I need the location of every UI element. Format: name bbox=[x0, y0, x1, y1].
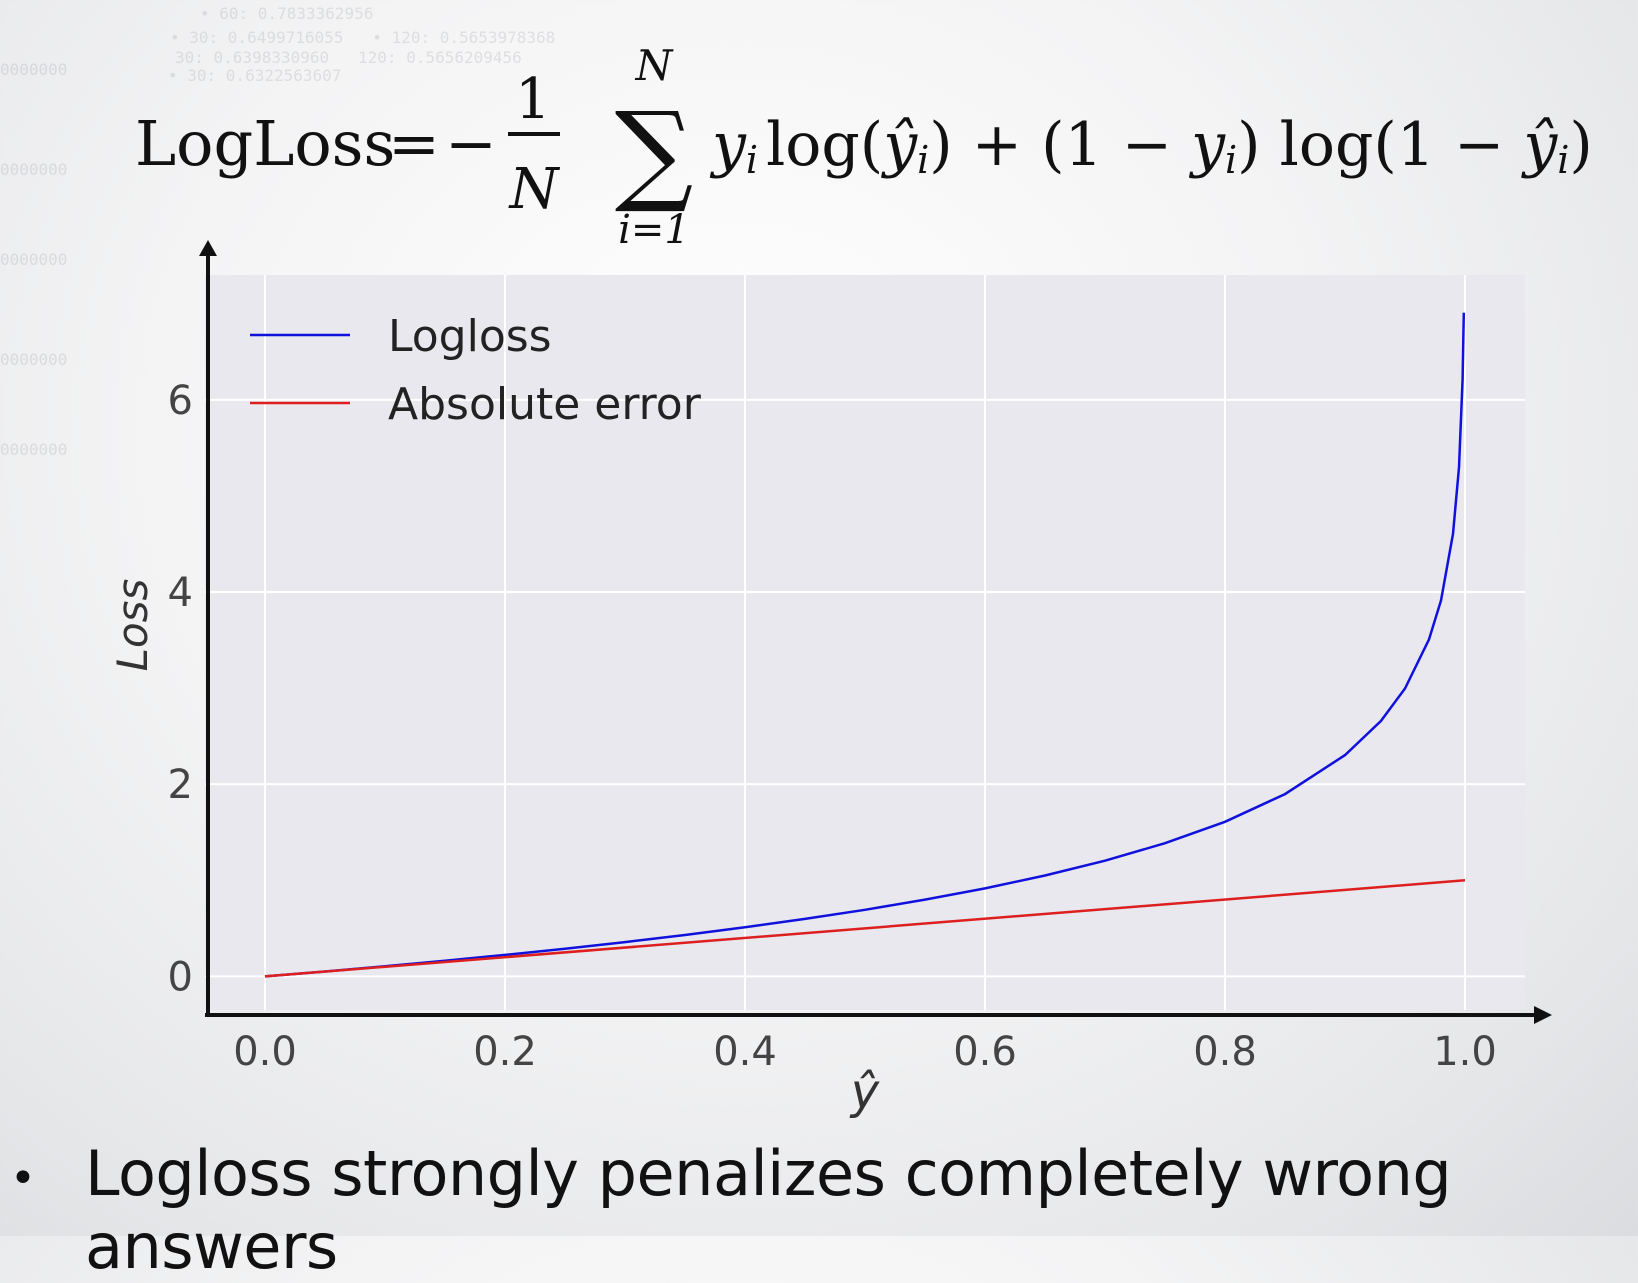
y-tick-label: 2 bbox=[168, 762, 193, 808]
formula-equals: = bbox=[388, 107, 440, 180]
formula-denominator: N bbox=[508, 157, 561, 222]
sum-lower: i=1 bbox=[618, 207, 690, 250]
y-tick-label: 6 bbox=[168, 378, 193, 424]
x-tick-label: 1.0 bbox=[1433, 1029, 1497, 1075]
legend-label-0: Logloss bbox=[388, 311, 552, 362]
x-axis-label: ŷ bbox=[849, 1064, 880, 1120]
x-tick-label: 0.8 bbox=[1193, 1029, 1257, 1075]
x-tick-label: 0.0 bbox=[233, 1029, 297, 1075]
x-tick-label: 0.6 bbox=[953, 1029, 1017, 1075]
x-tick-label: 0.4 bbox=[713, 1029, 777, 1075]
y-tick-label: 0 bbox=[168, 954, 193, 1000]
axes bbox=[199, 240, 1552, 1024]
formula-minus: − bbox=[445, 107, 497, 180]
x-axis-arrow bbox=[1534, 1006, 1552, 1024]
series-line-0 bbox=[264, 312, 1466, 978]
bullet-dot: • bbox=[10, 1153, 36, 1204]
x-tick-label: 0.2 bbox=[473, 1029, 537, 1075]
y-axis-arrow bbox=[199, 240, 217, 256]
formula-body: yi log(ŷi) + (1 − yi) log(1 − ŷi) bbox=[709, 110, 1593, 182]
formula-numerator: 1 bbox=[515, 67, 551, 132]
bullet-text: Logloss strongly penalizes completely wr… bbox=[85, 1137, 1452, 1283]
grid-lines bbox=[205, 275, 1525, 1010]
tick-labels: 0.0 0.2 0.4 0.6 0.8 1.0 0 2 4 6 bbox=[168, 378, 1497, 1075]
series-line-1 bbox=[264, 879, 1466, 978]
legend-label-1: Absolute error bbox=[388, 379, 702, 430]
y-tick-label: 4 bbox=[168, 570, 193, 616]
loss-chart: 0.0 0.2 0.4 0.6 0.8 1.0 0 2 4 6 ŷ Loss Logloss Abs… bbox=[108, 240, 1552, 1120]
y-axis-label: Loss bbox=[108, 579, 157, 672]
logloss-formula: LogLoss = − 1 N N ∑ i=1 yi log(ŷi) + (1 −… bbox=[135, 41, 1593, 250]
sum-symbol: ∑ bbox=[615, 88, 694, 216]
formula-lhs: LogLoss bbox=[135, 107, 395, 180]
plot-area bbox=[205, 275, 1525, 1010]
bullet-point: • Logloss strongly penalizes completely … bbox=[0, 1135, 1638, 1283]
series-layer bbox=[264, 312, 1466, 978]
sum-upper: N bbox=[635, 41, 674, 90]
legend: Logloss Absolute error bbox=[250, 311, 702, 430]
